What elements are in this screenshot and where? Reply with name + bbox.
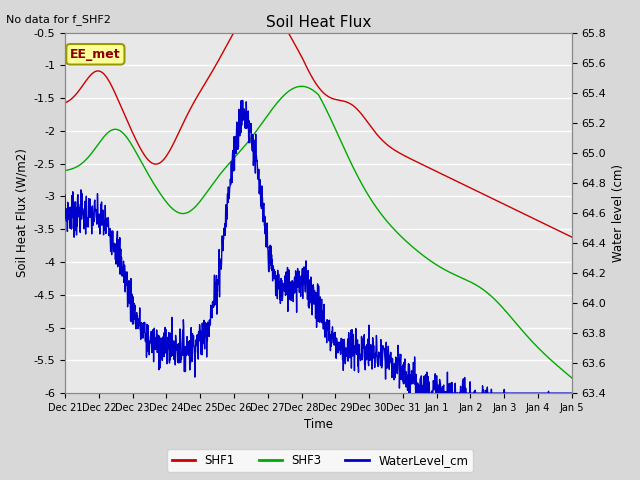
- Y-axis label: Water level (cm): Water level (cm): [612, 164, 625, 262]
- X-axis label: Time: Time: [304, 419, 333, 432]
- Text: No data for f_SHF2: No data for f_SHF2: [6, 14, 111, 25]
- Legend: SHF1, SHF3, WaterLevel_cm: SHF1, SHF3, WaterLevel_cm: [167, 449, 473, 472]
- Y-axis label: Soil Heat Flux (W/m2): Soil Heat Flux (W/m2): [15, 148, 28, 277]
- Text: EE_met: EE_met: [70, 48, 121, 61]
- Title: Soil Heat Flux: Soil Heat Flux: [266, 15, 371, 30]
